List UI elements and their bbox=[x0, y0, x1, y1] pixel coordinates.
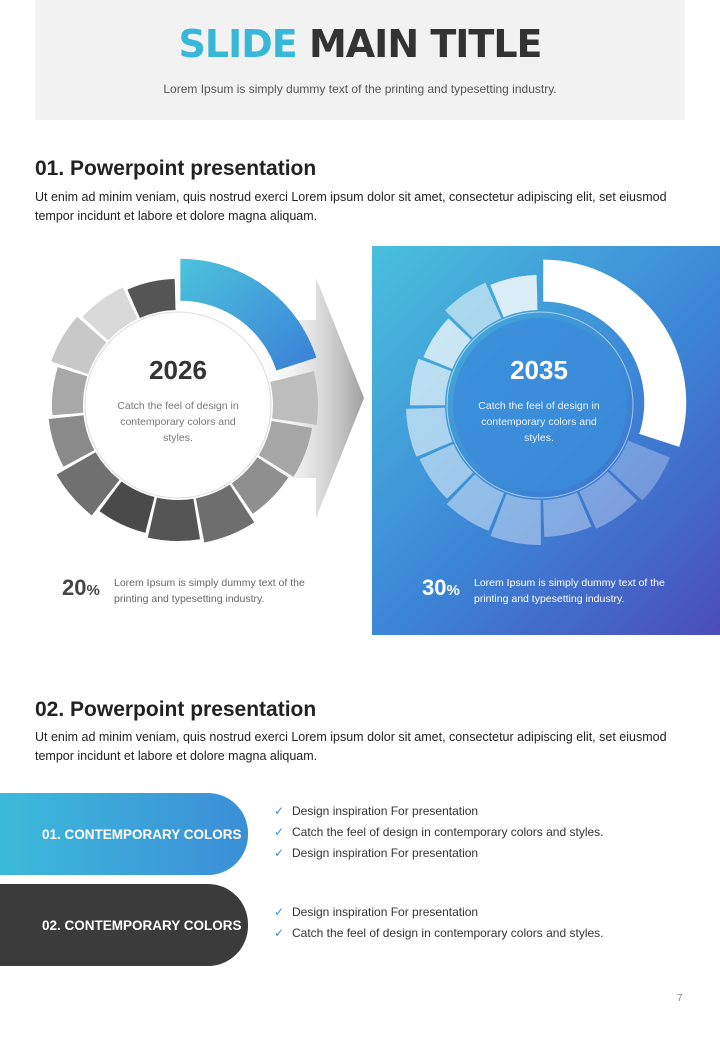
donut-slice bbox=[195, 484, 255, 543]
donut-slice bbox=[258, 420, 313, 477]
donut-slice bbox=[82, 287, 138, 341]
chart1-caption: Catch the feel of design in contemporary… bbox=[117, 400, 239, 444]
donut-slice bbox=[419, 443, 474, 499]
check-icon: ✓ bbox=[274, 824, 285, 839]
slide-title-accent: SLIDE bbox=[178, 22, 297, 66]
list-item-text: Catch the feel of design in contemporary… bbox=[292, 824, 604, 839]
donut-charts bbox=[48, 258, 687, 545]
section2-body: Ut enim ad minim veniam, quis nostrud ex… bbox=[35, 730, 667, 763]
list-item: ✓ Design inspiration For presentation bbox=[274, 901, 604, 922]
donut-slice bbox=[609, 440, 670, 501]
section2-title: 02. Powerpoint presentation bbox=[35, 698, 317, 721]
donut-slice bbox=[51, 316, 107, 375]
donut-slice bbox=[446, 474, 505, 531]
chart2-percent-value: 30 bbox=[422, 575, 447, 600]
donut-inner-ring bbox=[446, 311, 634, 499]
checklist-1: ✓ Design inspiration For presentation ✓ Ca… bbox=[274, 800, 604, 863]
chart1-percent: 20% bbox=[62, 575, 100, 601]
donut-slice bbox=[445, 282, 502, 338]
list-item: ✓ Catch the feel of design in contemporar… bbox=[274, 821, 604, 842]
donut-slice bbox=[490, 275, 538, 318]
list-item: ✓ Design inspiration For presentation bbox=[274, 842, 604, 863]
donut-inner-ring bbox=[84, 311, 272, 499]
donut-center bbox=[453, 318, 627, 492]
donut-slice bbox=[52, 367, 88, 416]
list-item-text: Design inspiration For presentation bbox=[292, 904, 479, 919]
check-icon: ✓ bbox=[274, 904, 285, 919]
donut-slice bbox=[147, 497, 201, 541]
donut-slice bbox=[99, 481, 155, 533]
chart2-percent-sign: % bbox=[446, 582, 460, 599]
donut-slice bbox=[490, 493, 541, 545]
donut-slice bbox=[543, 492, 592, 537]
list-item: ✓ Design inspiration For presentation bbox=[274, 800, 604, 821]
chart1-year: 2026 bbox=[149, 355, 207, 385]
list-item-text: Design inspiration For presentation bbox=[292, 845, 479, 860]
chart2-percent: 30% bbox=[422, 575, 460, 601]
donut-slice bbox=[56, 452, 120, 516]
check-icon: ✓ bbox=[274, 803, 285, 818]
list-item-text: Design inspiration For presentation bbox=[292, 803, 479, 818]
donut-slice bbox=[423, 318, 471, 369]
donut-highlight-slice bbox=[543, 259, 687, 447]
chart2-caption: Catch the feel of design in contemporary… bbox=[478, 400, 600, 444]
donut-slice bbox=[406, 407, 453, 457]
header-banner: SLIDE MAIN TITLE Lorem Ipsum is simply d… bbox=[35, 0, 685, 120]
section1-body: Ut enim ad minim veniam, quis nostrud ex… bbox=[35, 190, 667, 223]
checklist-2: ✓ Design inspiration For presentation ✓ Ca… bbox=[274, 901, 604, 943]
page-number: 7 bbox=[677, 993, 683, 1004]
donut-highlight-slice bbox=[180, 258, 317, 371]
chart1-percent-sign: % bbox=[86, 582, 100, 599]
donut-center bbox=[91, 318, 265, 492]
donut-slice bbox=[127, 279, 176, 318]
check-icon: ✓ bbox=[274, 845, 285, 860]
chart1-percent-value: 20 bbox=[62, 575, 87, 600]
donut-slice bbox=[410, 358, 452, 406]
chart1-percent-text: Lorem Ipsum is simply dummy text of the … bbox=[114, 577, 305, 605]
list-item-text: Catch the feel of design in contemporary… bbox=[292, 925, 604, 940]
slide-title: SLIDE MAIN TITLE bbox=[35, 22, 685, 66]
donut-slice bbox=[48, 415, 95, 467]
contemporary-colors-pill-1: 01. CONTEMPORARY COLORS bbox=[0, 793, 248, 875]
chart2-percent-text: Lorem Ipsum is simply dummy text of the … bbox=[474, 577, 665, 605]
donut-slice bbox=[579, 471, 637, 529]
donut-slice bbox=[270, 371, 318, 425]
donut-slice bbox=[231, 457, 289, 514]
list-item: ✓ Catch the feel of design in contemporar… bbox=[274, 922, 604, 943]
contemporary-colors-pill-2: 02. CONTEMPORARY COLORS bbox=[0, 884, 248, 966]
slide-title-rest: MAIN TITLE bbox=[308, 22, 543, 66]
check-icon: ✓ bbox=[274, 925, 285, 940]
slide-subtitle: Lorem Ipsum is simply dummy text of the … bbox=[163, 82, 557, 96]
section1-title: 01. Powerpoint presentation bbox=[35, 157, 317, 180]
chart2-year: 2035 bbox=[510, 355, 568, 385]
